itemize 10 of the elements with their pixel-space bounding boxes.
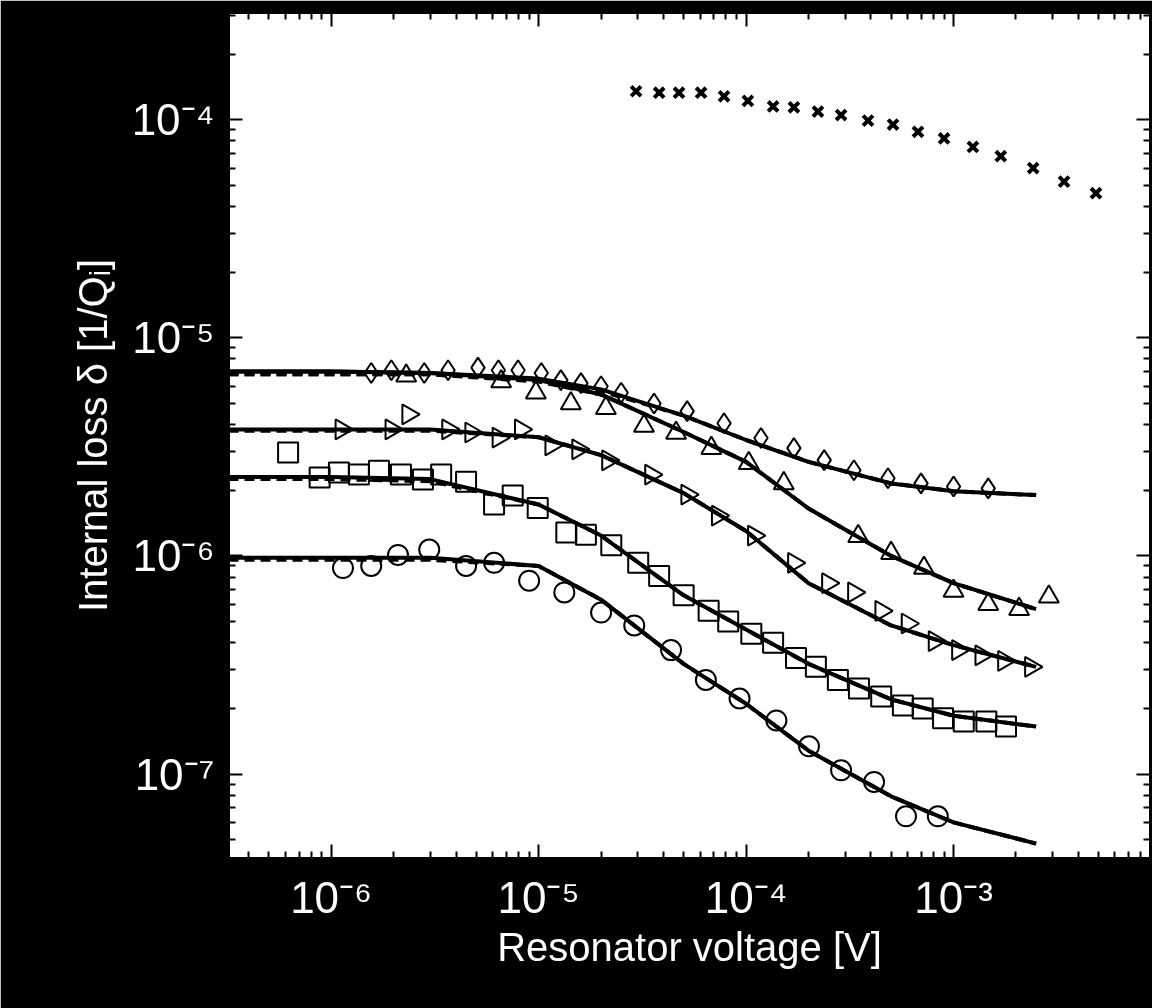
x-tick-label: 10⁻³: [914, 872, 993, 922]
y-tick-label: 10⁻⁵: [132, 313, 215, 363]
x-tick-label: 10⁻⁶: [290, 872, 373, 922]
y-tick-label: 10⁻⁶: [132, 531, 215, 581]
y-tick-label: 10⁻⁴: [131, 95, 215, 145]
y-axis-title: Internal loss δ [1/Qᵢ]: [70, 258, 115, 613]
x-tick-label: 10⁻⁴: [704, 872, 788, 922]
y-tick-label: 10⁻⁷: [134, 749, 215, 799]
x-axis-title: Resonator voltage [V]: [497, 924, 882, 969]
x-tick-label: 10⁻⁵: [497, 872, 580, 922]
